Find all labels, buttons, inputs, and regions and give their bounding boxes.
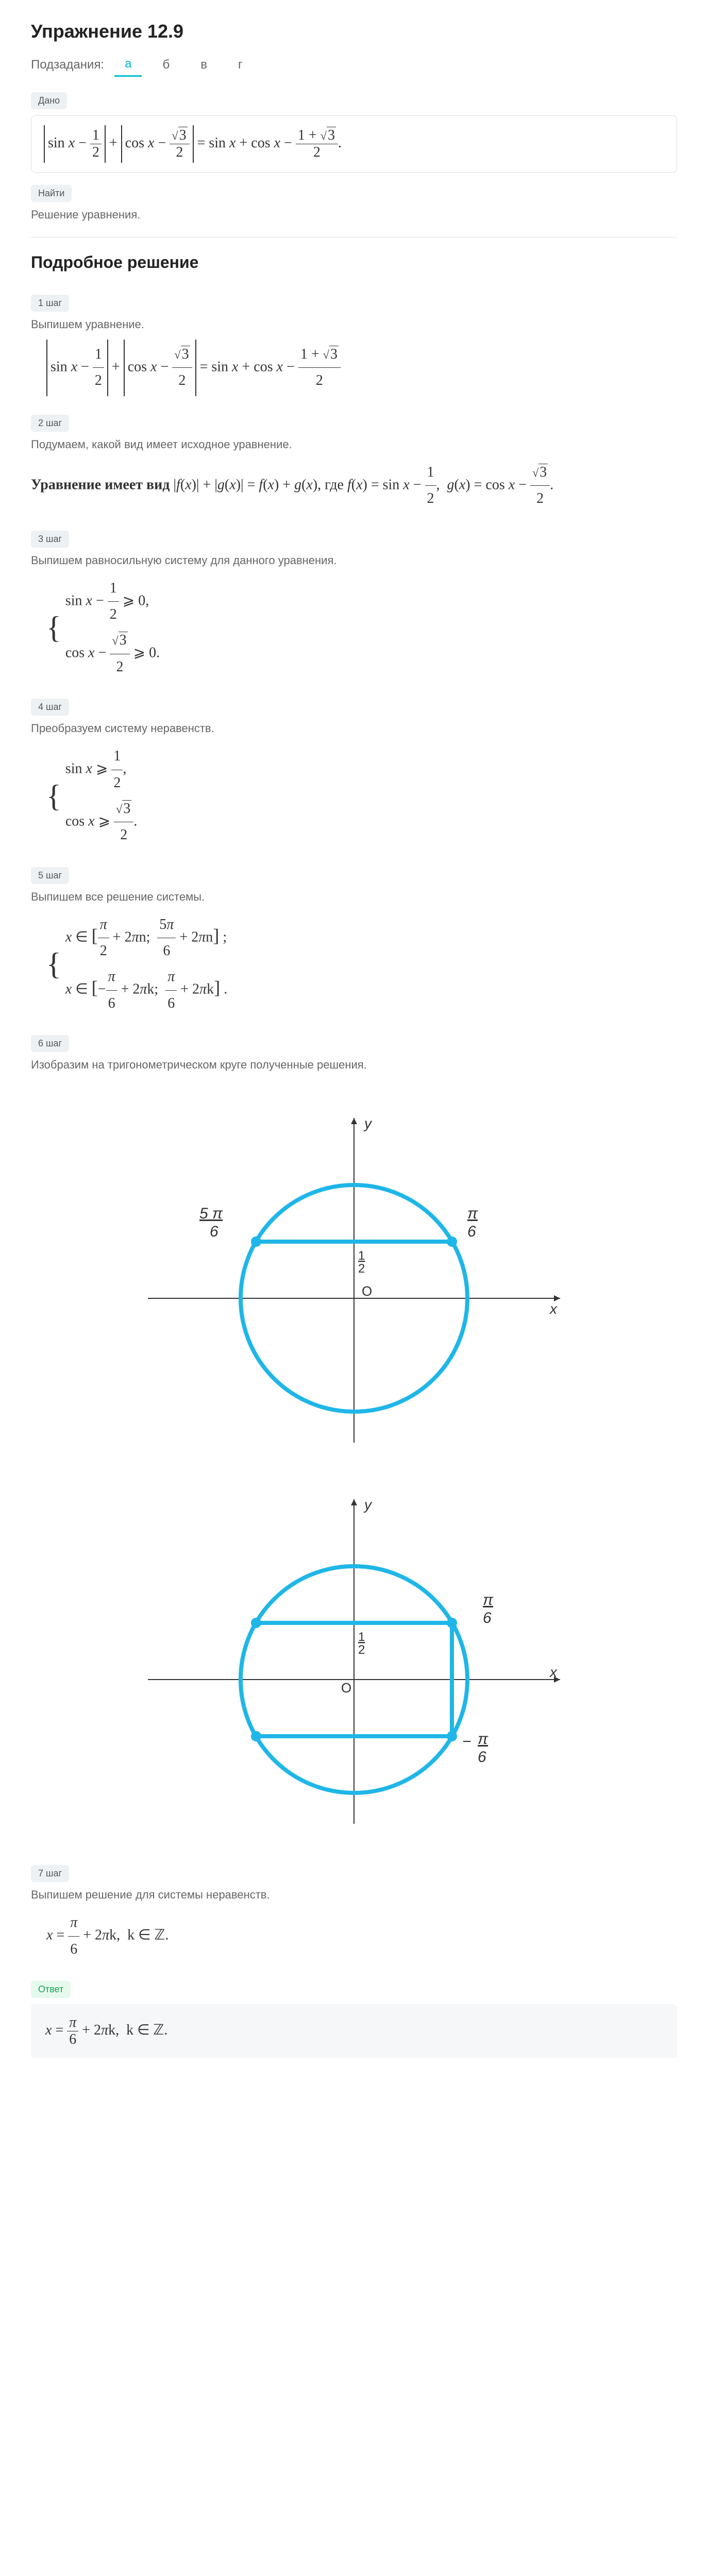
chart1-half-label: 12 <box>358 1249 365 1276</box>
step-1-math: sin x − 12 + cos x − √32 = sin x + cos x… <box>31 340 677 396</box>
chart2-y-label: y <box>363 1497 373 1513</box>
step-1-desc: Выпишем уравнение. <box>31 318 677 331</box>
find-text: Решение уравнения. <box>31 208 677 222</box>
step-6-badge: 6 шаг <box>31 1035 69 1052</box>
chart2-o-label: O <box>341 1680 351 1696</box>
tab-a[interactable]: а <box>114 53 142 77</box>
chart2-pi6-label: π6 <box>483 1591 494 1626</box>
step-4-desc: Преобразуем систему неравенств. <box>31 722 677 735</box>
chart-2: y x O 12 π6 −π6 <box>122 1473 586 1834</box>
solution-title: Подробное решение <box>31 253 677 272</box>
find-badge: Найти <box>31 185 72 202</box>
step-7-math: x = π6 + 2πk, k ∈ ℤ. <box>31 1910 677 1962</box>
page-title: Упражнение 12.9 <box>31 21 677 42</box>
chart2-mpi6-label: −π6 <box>462 1731 488 1766</box>
tab-b[interactable]: б <box>152 54 180 76</box>
step-4-math: {sin x ⩾ 12,cos x ⩾ √32. <box>31 743 677 849</box>
chart2-x-label: x <box>549 1664 558 1680</box>
step-5-badge: 5 шаг <box>31 867 69 884</box>
step-3-desc: Выпишем равносильную систему для данного… <box>31 554 677 567</box>
subtasks-label: Подзадания: <box>31 58 104 72</box>
answer-box: x = π6 + 2πk, k ∈ ℤ. <box>31 2004 677 2058</box>
step-5-math: {x ∈ [π2 + 2πn; 5π6 + 2πn] ;x ∈ [−π6 + 2… <box>31 912 677 1017</box>
chart2-half-label: 12 <box>358 1630 365 1657</box>
chart1-pi6-label: π6 <box>467 1205 478 1240</box>
divider <box>31 237 677 238</box>
subtasks-row: Подзадания: а б в г <box>31 53 677 77</box>
tab-v[interactable]: в <box>190 54 217 76</box>
step-2-math: Уравнение имеет вид |f(x)| + |g(x)| = f(… <box>31 460 677 512</box>
step-4-badge: 4 шаг <box>31 699 69 716</box>
step-5-desc: Выпишем все решение системы. <box>31 890 677 904</box>
answer-badge: Ответ <box>31 1981 71 1998</box>
step-3-badge: 3 шаг <box>31 531 69 548</box>
chart1-y-label: y <box>363 1115 373 1131</box>
chart1-5pi6-label: 5 π6 <box>199 1205 223 1240</box>
tab-g[interactable]: г <box>228 54 253 76</box>
step-7-desc: Выпишем решение для системы неравенств. <box>31 1888 677 1902</box>
step-2-badge: 2 шаг <box>31 415 69 432</box>
chart1-o-label: O <box>362 1283 372 1299</box>
step-7-badge: 7 шаг <box>31 1865 69 1882</box>
given-formula: sin x − 12 + cos x − √32 = sin x + cos x… <box>31 115 677 173</box>
step-1-badge: 1 шаг <box>31 295 69 312</box>
chart1-x-label: x <box>549 1301 558 1317</box>
step-3-math: {sin x − 12 ⩾ 0,cos x − √32 ⩾ 0. <box>31 575 677 681</box>
step-2-desc: Подумаем, какой вид имеет исходное уравн… <box>31 438 677 451</box>
chart-1: y x O 12 π6 5 π6 <box>122 1092 586 1453</box>
step-6-desc: Изобразим на тригонометрическом круге по… <box>31 1058 677 1072</box>
given-badge: Дано <box>31 92 67 109</box>
